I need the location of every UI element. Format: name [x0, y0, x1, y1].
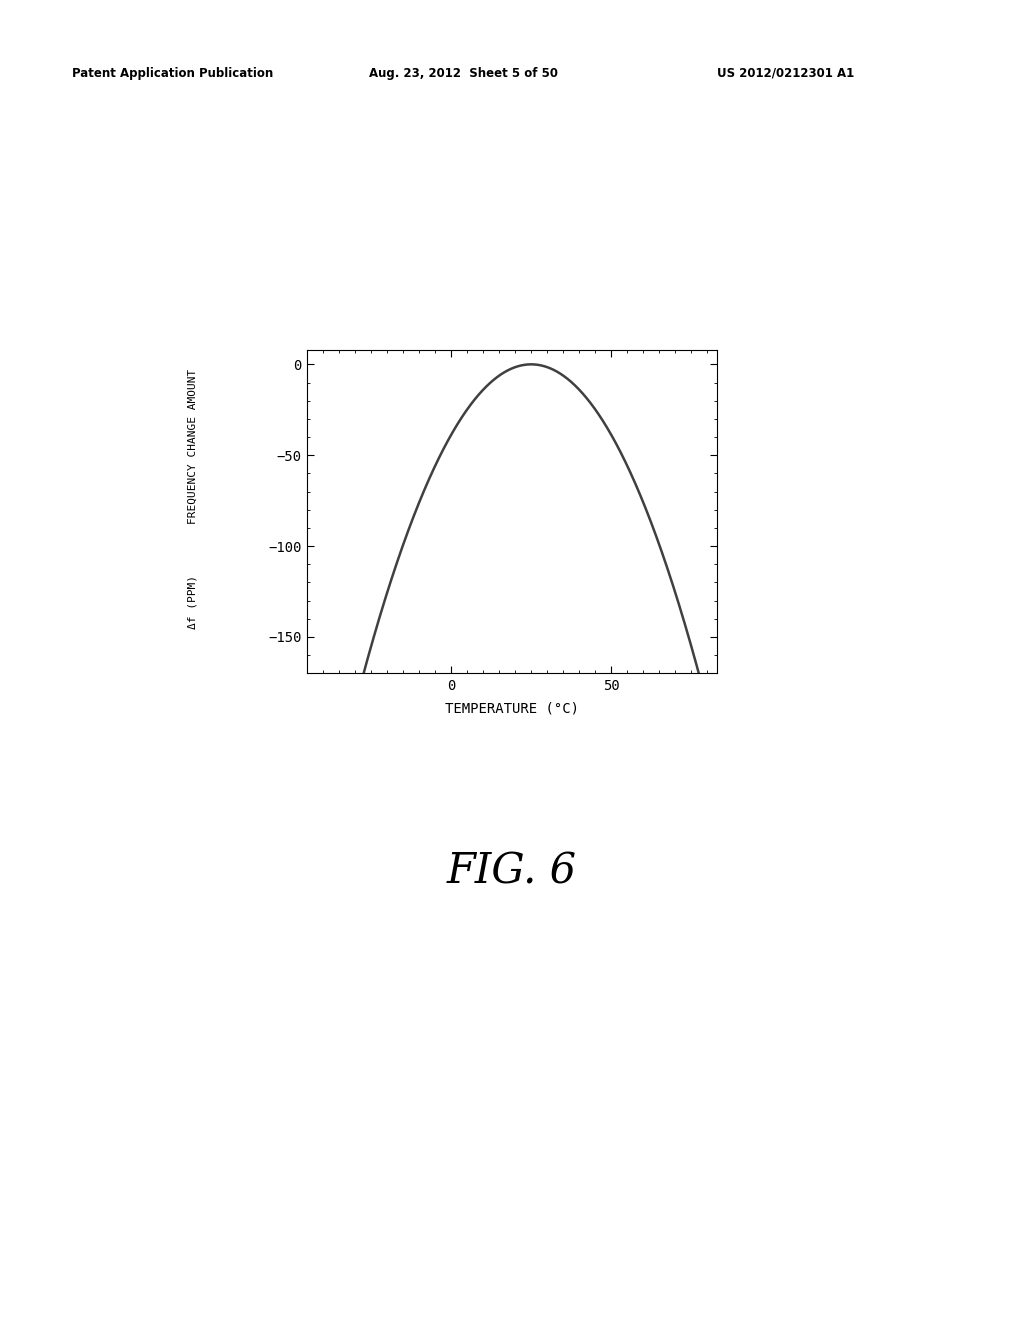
Text: Δf (PPM): Δf (PPM)	[187, 576, 198, 630]
Text: FREQUENCY CHANGE AMOUNT: FREQUENCY CHANGE AMOUNT	[187, 370, 198, 524]
Text: Aug. 23, 2012  Sheet 5 of 50: Aug. 23, 2012 Sheet 5 of 50	[369, 66, 558, 79]
Text: FIG. 6: FIG. 6	[446, 850, 578, 892]
Text: US 2012/0212301 A1: US 2012/0212301 A1	[717, 66, 854, 79]
X-axis label: TEMPERATURE (°C): TEMPERATURE (°C)	[445, 701, 579, 715]
Text: Patent Application Publication: Patent Application Publication	[72, 66, 273, 79]
